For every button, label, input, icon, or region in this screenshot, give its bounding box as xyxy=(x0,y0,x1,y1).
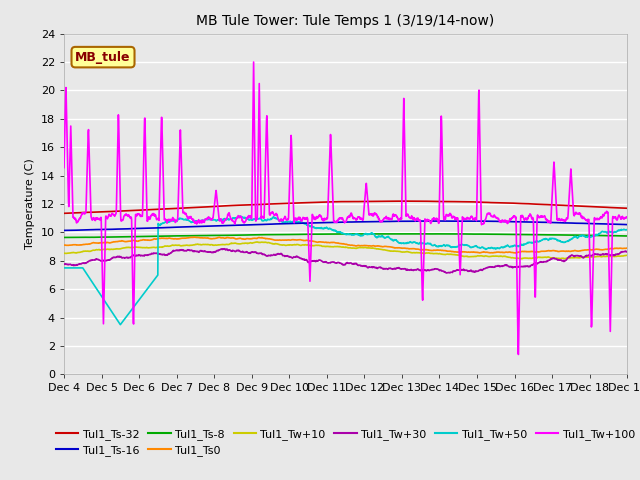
Title: MB Tule Tower: Tule Temps 1 (3/19/14-now): MB Tule Tower: Tule Temps 1 (3/19/14-now… xyxy=(196,14,495,28)
Y-axis label: Temperature (C): Temperature (C) xyxy=(25,158,35,250)
Legend: Tul1_Ts-32, Tul1_Ts-16, Tul1_Ts-8, Tul1_Ts0, Tul1_Tw+10, Tul1_Tw+30, Tul1_Tw+50,: Tul1_Ts-32, Tul1_Ts-16, Tul1_Ts-8, Tul1_… xyxy=(52,424,639,460)
Text: MB_tule: MB_tule xyxy=(76,51,131,64)
